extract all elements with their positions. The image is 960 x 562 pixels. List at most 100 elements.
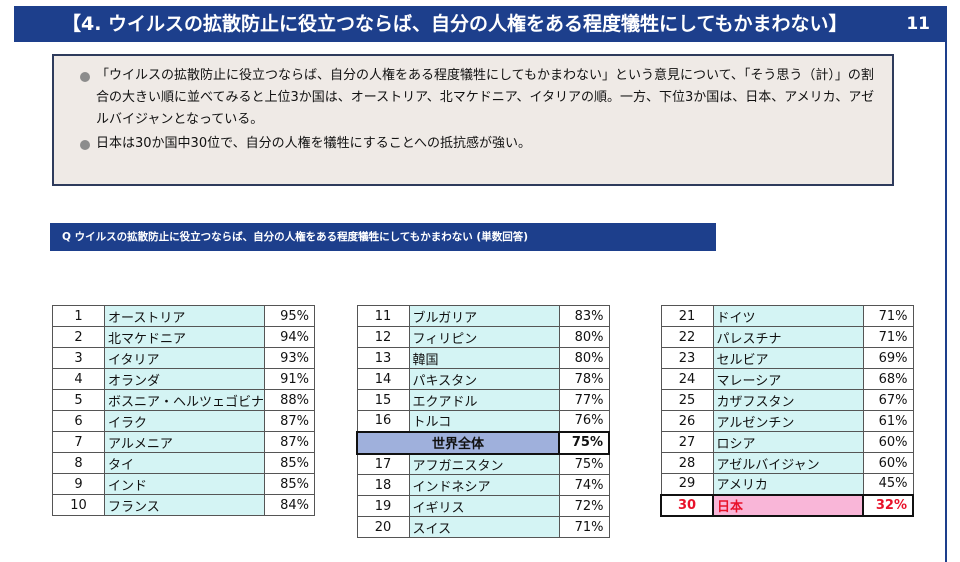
country-cell: アルゼンチン [713, 411, 863, 432]
percentage-cell: 76% [559, 411, 609, 432]
percentage-cell: 83% [559, 306, 609, 327]
country-cell: ドイツ [713, 306, 863, 327]
percentage-cell: 84% [265, 495, 315, 516]
rank-cell: 23 [661, 348, 713, 369]
table-row: 20 スイス 71% [357, 517, 609, 538]
rank-cell: 12 [357, 327, 409, 348]
table-row: 2 北マケドニア 94% [53, 327, 315, 348]
table-row: 9 インド 85% [53, 474, 315, 495]
country-cell: アメリカ [713, 474, 863, 495]
table-row: 12 フィリピン 80% [357, 327, 609, 348]
percentage-cell: 69% [863, 348, 913, 369]
question-bar: Q ウイルスの拡散防止に役立つならば、自分の人権をある程度犠牲にしてもかまわない… [50, 223, 716, 251]
percentage-cell: 87% [265, 411, 315, 432]
table-row: 1 オーストリア 95% [53, 306, 315, 327]
percentage-cell: 87% [265, 432, 315, 453]
percentage-cell: 67% [863, 390, 913, 411]
percentage-cell: 75% [559, 454, 609, 475]
country-cell: スイス [409, 517, 559, 538]
rank-cell: 13 [357, 348, 409, 369]
percentage-cell: 71% [863, 327, 913, 348]
page-title: 【4. ウイルスの拡散防止に役立つならば、自分の人権をある程度犠牲にしてもかまわ… [62, 6, 848, 42]
country-cell: 日本 [713, 495, 863, 516]
percentage-cell: 71% [863, 306, 913, 327]
table-row: 10 フランス 84% [53, 495, 315, 516]
rank-cell: 24 [661, 369, 713, 390]
summary-bullet-text: 「ウイルスの拡散防止に役立つならば、自分の人権をある程度犠牲にしてもかまわない」… [96, 68, 874, 127]
table-row: 13 韓国 80% [357, 348, 609, 369]
country-cell: 北マケドニア [105, 327, 265, 348]
rank-cell: 5 [53, 390, 105, 411]
table-row: 4 オランダ 91% [53, 369, 315, 390]
table-row: 6 イラク 87% [53, 411, 315, 432]
table-row: 7 アルメニア 87% [53, 432, 315, 453]
country-cell: ロシア [713, 432, 863, 453]
table-row: 26 アルゼンチン 61% [661, 411, 913, 432]
rank-cell: 14 [357, 369, 409, 390]
ranking-table-11-20: 11 ブルガリア 83% 12 フィリピン 80% 13 韓国 80% 14 パキスタン 78% 15 エ… [356, 305, 610, 538]
percentage-cell: 77% [559, 390, 609, 411]
rank-cell: 18 [357, 475, 409, 496]
rank-cell: 8 [53, 453, 105, 474]
percentage-cell: 93% [265, 348, 315, 369]
country-cell: イラク [105, 411, 265, 432]
ranking-table-21-30: 21 ドイツ 71% 22 パレスチナ 71% 23 セルビア 69% 24 マレーシア 68% 25 カ… [660, 305, 914, 517]
rank-cell: 26 [661, 411, 713, 432]
rank-cell: 20 [357, 517, 409, 538]
rank-cell: 29 [661, 474, 713, 495]
table-row: 22 パレスチナ 71% [661, 327, 913, 348]
country-cell: パキスタン [409, 369, 559, 390]
summary-bullet: 日本は30か国中30位で、自分の人権を犠牲にすることへの抵抗感が強い。 [80, 133, 880, 155]
rank-cell: 10 [53, 495, 105, 516]
bullet-dot-icon [80, 72, 90, 82]
percentage-cell: 60% [863, 453, 913, 474]
country-cell: 韓国 [409, 348, 559, 369]
rank-cell: 9 [53, 474, 105, 495]
bullet-dot-icon [80, 140, 90, 150]
table-row: 27 ロシア 60% [661, 432, 913, 453]
country-cell: インドネシア [409, 475, 559, 496]
rank-cell: 22 [661, 327, 713, 348]
rank-cell: 4 [53, 369, 105, 390]
rank-cell: 27 [661, 432, 713, 453]
country-cell: オランダ [105, 369, 265, 390]
percentage-cell: 85% [265, 474, 315, 495]
summary-box: 「ウイルスの拡散防止に役立つならば、自分の人権をある程度犠牲にしてもかまわない」… [52, 54, 894, 186]
page-header: 【4. ウイルスの拡散防止に役立つならば、自分の人権をある程度犠牲にしてもかまわ… [14, 6, 946, 42]
summary-bullet: 「ウイルスの拡散防止に役立つならば、自分の人権をある程度犠牲にしてもかまわない」… [80, 65, 880, 131]
table-row: 19 イギリス 72% [357, 496, 609, 517]
table-row: 14 パキスタン 78% [357, 369, 609, 390]
country-cell: セルビア [713, 348, 863, 369]
country-cell: イギリス [409, 496, 559, 517]
country-cell: パレスチナ [713, 327, 863, 348]
percentage-cell: 80% [559, 327, 609, 348]
rank-cell: 2 [53, 327, 105, 348]
table-row: 5 ボスニア・ヘルツェゴビナ 88% [53, 390, 315, 411]
percentage-cell: 75% [559, 432, 609, 454]
rank-cell: 7 [53, 432, 105, 453]
table-row: 24 マレーシア 68% [661, 369, 913, 390]
rank-cell: 16 [357, 411, 409, 432]
percentage-cell: 61% [863, 411, 913, 432]
percentage-cell: 80% [559, 348, 609, 369]
page-number: 11 [906, 6, 930, 42]
country-cell: カザフスタン [713, 390, 863, 411]
table-row: 21 ドイツ 71% [661, 306, 913, 327]
percentage-cell: 78% [559, 369, 609, 390]
country-cell: ブルガリア [409, 306, 559, 327]
rank-cell: 6 [53, 411, 105, 432]
table-row: 8 タイ 85% [53, 453, 315, 474]
table-row: 17 アフガニスタン 75% [357, 454, 609, 475]
table-row: 16 トルコ 76% [357, 411, 609, 432]
country-cell: インド [105, 474, 265, 495]
percentage-cell: 95% [265, 306, 315, 327]
rank-cell: 28 [661, 453, 713, 474]
ranking-table-1-10: 1 オーストリア 95% 2 北マケドニア 94% 3 イタリア 93% 4 オランダ 91% 5 ボスニ… [52, 305, 315, 516]
world-total-row: 世界全体 75% [357, 432, 609, 454]
percentage-cell: 74% [559, 475, 609, 496]
country-cell: イタリア [105, 348, 265, 369]
table-row: 18 インドネシア 74% [357, 475, 609, 496]
percentage-cell: 45% [863, 474, 913, 495]
country-cell: フィリピン [409, 327, 559, 348]
rank-cell: 30 [661, 495, 713, 516]
